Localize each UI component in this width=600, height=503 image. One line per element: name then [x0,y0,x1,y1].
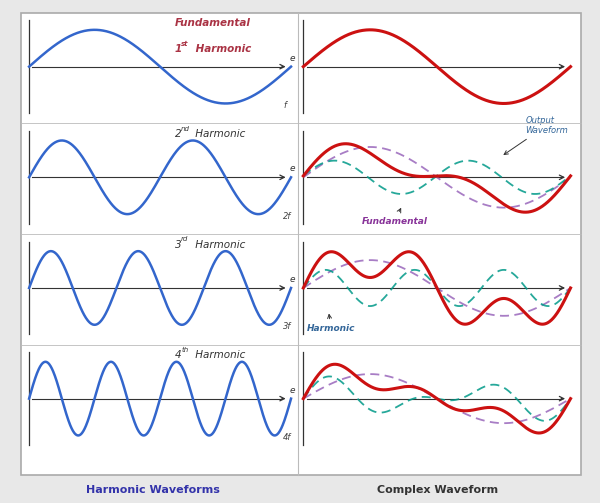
Text: 2: 2 [175,129,181,139]
Text: Fundamental: Fundamental [175,18,250,28]
Text: 3: 3 [175,239,181,249]
Text: Harmonic: Harmonic [307,314,355,333]
Text: e: e [289,53,295,62]
Text: 1: 1 [175,44,182,54]
Text: Harmonic: Harmonic [192,129,245,139]
Text: Output
Waveform: Output Waveform [504,116,568,154]
Text: 4: 4 [175,350,181,360]
Text: 4f: 4f [283,433,292,442]
Text: e: e [289,164,295,173]
Text: Harmonic: Harmonic [192,350,245,360]
Text: Complex Waveform: Complex Waveform [377,485,499,495]
Text: f: f [283,101,286,110]
Text: Fundamental: Fundamental [361,209,427,226]
Text: e: e [289,275,295,284]
Text: th: th [181,347,188,353]
Text: rd: rd [181,236,188,242]
Text: st: st [181,41,189,47]
Text: nd: nd [181,126,190,132]
Text: 3f: 3f [283,322,292,331]
Text: Harmonic Waveforms: Harmonic Waveforms [86,485,220,495]
Text: Harmonic: Harmonic [192,239,245,249]
Text: 2f: 2f [283,212,292,221]
Text: e: e [289,385,295,394]
Text: Harmonic: Harmonic [192,44,251,54]
